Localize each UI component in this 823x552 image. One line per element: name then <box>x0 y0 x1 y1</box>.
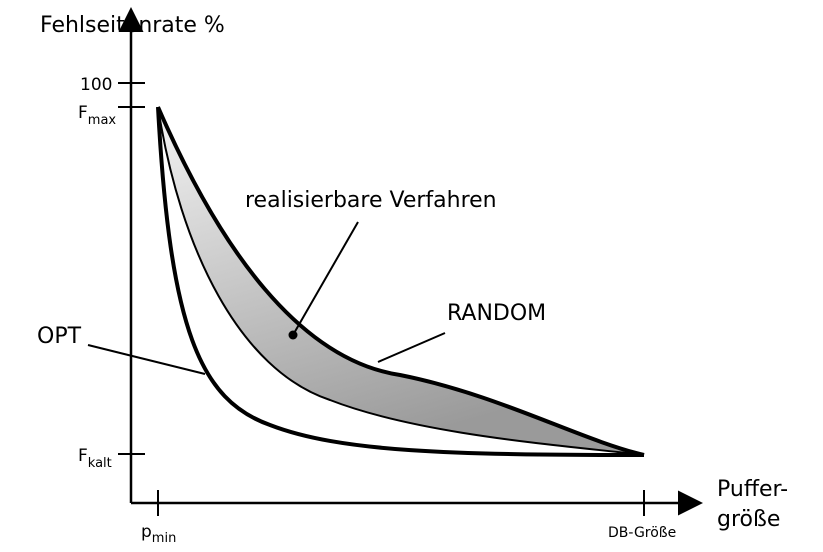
middle-curve <box>157 106 645 456</box>
region-leader <box>292 221 359 336</box>
random-leader <box>377 332 446 363</box>
region-dot <box>288 330 298 340</box>
tick-label-pmin-main: p <box>141 522 152 542</box>
x-axis-title-2: größe <box>717 507 780 532</box>
tick-label-fkalt-sub: kalt <box>88 456 112 471</box>
random-curve <box>156 106 645 457</box>
opt-curve <box>156 106 645 457</box>
tick-label-fmax-main: F <box>78 103 88 123</box>
tick-label-pmin-sub: min <box>152 531 177 546</box>
tick-label-fkalt: Fkalt <box>78 446 112 471</box>
tick-label-fkalt-main: F <box>78 446 88 466</box>
tick-label-100: 100 <box>80 75 112 95</box>
tick-label-fmax-sub: max <box>88 113 117 128</box>
opt-leader <box>87 344 206 375</box>
tick-label-fmax: Fmax <box>78 103 116 128</box>
x-axis-title-1: Puffer- <box>717 477 788 502</box>
opt-label: OPT <box>37 324 82 349</box>
random-label: RANDOM <box>447 301 546 326</box>
tick-label-db: DB-Größe <box>608 525 676 541</box>
y-axis-title: Fehlseitenrate % <box>40 13 225 38</box>
feasible-region <box>158 107 644 455</box>
tick-label-pmin: pmin <box>141 522 176 546</box>
region-label: realisierbare Verfahren <box>245 188 497 213</box>
